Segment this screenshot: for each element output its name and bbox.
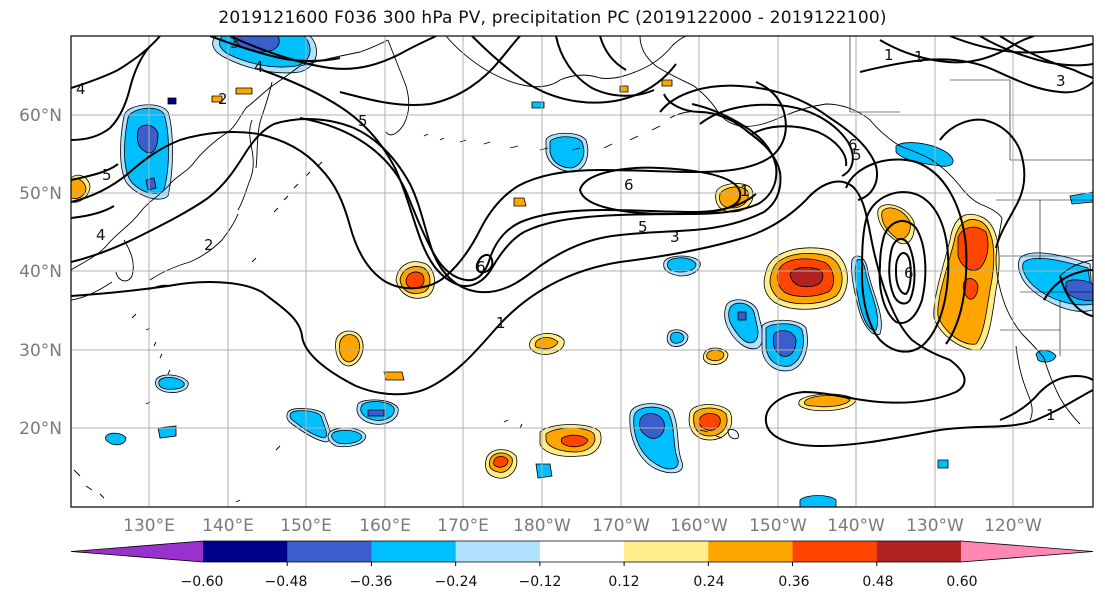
contour-label: 4 — [254, 58, 264, 76]
colorbar-tick-label: −0.36 — [350, 574, 393, 590]
colorbar — [70, 540, 1094, 566]
lon-label: 130°E — [123, 516, 175, 536]
colorbar-outline — [70, 540, 1094, 563]
colorbar-tick-label: 0.48 — [862, 574, 893, 590]
pv-contours — [71, 36, 1093, 448]
colorbar-tick-label: 0.60 — [946, 574, 977, 590]
colorbar-segment — [203, 541, 288, 562]
colorbar-segment — [455, 541, 541, 562]
colorbar-tick-label: −0.48 — [265, 574, 308, 590]
contour-label: 6 — [476, 258, 486, 276]
colorbar-segment — [624, 541, 709, 562]
colorbar-segment — [539, 541, 625, 562]
lon-label: 150°W — [749, 516, 807, 536]
colorbar-segment — [792, 541, 878, 562]
lon-label: 150°E — [280, 516, 332, 536]
contour-label: 5 — [102, 166, 112, 184]
contour-label: 3 — [670, 228, 680, 246]
latitude-labels: 60°N 50°N 40°N 30°N 20°N — [19, 106, 62, 439]
colorbar-tick-label: 0.12 — [608, 574, 639, 590]
lat-label: 50°N — [19, 184, 62, 204]
contour-label: 3 — [230, 34, 240, 52]
lat-label: 60°N — [19, 106, 62, 126]
contour-label: 6 — [624, 176, 634, 194]
colorbar-tick-label: −0.24 — [435, 574, 478, 590]
colorbar-tick-label: −0.60 — [181, 574, 224, 590]
contour-label: 1 — [914, 48, 924, 66]
lon-label: 120°W — [984, 516, 1042, 536]
colorbar-segment — [876, 541, 962, 562]
lat-label: 20°N — [19, 419, 62, 439]
contour-label: 1 — [496, 314, 506, 332]
contour-label: 6 — [848, 136, 858, 154]
precip-negative-shading — [105, 36, 1093, 507]
map-panel: 3 4 5 6 1 2 6 5 3 1 6 5 1 1 3 5 4 1 4 2 … — [71, 34, 1093, 507]
colorbar-extend-low — [71, 541, 203, 562]
lon-label: 170°W — [592, 516, 650, 536]
colorbar-tick-label: −0.12 — [519, 574, 562, 590]
contour-label: 5 — [638, 218, 648, 236]
contour-label: 1 — [884, 46, 894, 64]
lat-label: 30°N — [19, 341, 62, 361]
contour-label: 1 — [1046, 406, 1056, 424]
lon-label: 170°E — [437, 516, 489, 536]
colorbar-segment — [287, 541, 372, 562]
lon-label: 130°W — [906, 516, 964, 536]
lon-label: 160°W — [670, 516, 728, 536]
lon-label: 140°E — [202, 516, 254, 536]
contour-label: 1 — [740, 182, 750, 200]
colorbar-tick-labels: −0.60 −0.48 −0.36 −0.24 −0.12 0.12 0.24 … — [181, 574, 978, 590]
lon-label: 160°E — [359, 516, 411, 536]
lat-label: 40°N — [19, 262, 62, 282]
colorbar-segment — [708, 541, 794, 562]
colorbar-tick-label: 0.24 — [693, 574, 724, 590]
colorbar-tick-label: 0.36 — [778, 574, 809, 590]
longitude-labels: 130°E 140°E 150°E 160°E 170°E 180°W 170°… — [123, 516, 1042, 536]
map-frame — [70, 35, 1094, 508]
contour-label: 4 — [96, 226, 106, 244]
map-title: 2019121600 F036 300 hPa PV, precipitatio… — [218, 8, 887, 28]
contour-label: 2 — [218, 90, 228, 108]
contour-label: 3 — [1056, 72, 1066, 90]
contour-label: 2 — [204, 236, 214, 254]
lon-label: 140°W — [827, 516, 885, 536]
contour-label: 4 — [76, 80, 86, 98]
colorbar-segment — [371, 541, 457, 562]
colorbar-extend-high — [961, 541, 1093, 562]
contour-label-group: 3 4 5 6 1 2 6 5 3 1 6 5 1 1 3 5 4 1 4 2 … — [76, 34, 1066, 424]
contour-label: 5 — [852, 146, 862, 164]
lon-label: 180°W — [513, 516, 571, 536]
contour-label: 6 — [904, 264, 914, 282]
contour-label: 5 — [358, 112, 368, 130]
